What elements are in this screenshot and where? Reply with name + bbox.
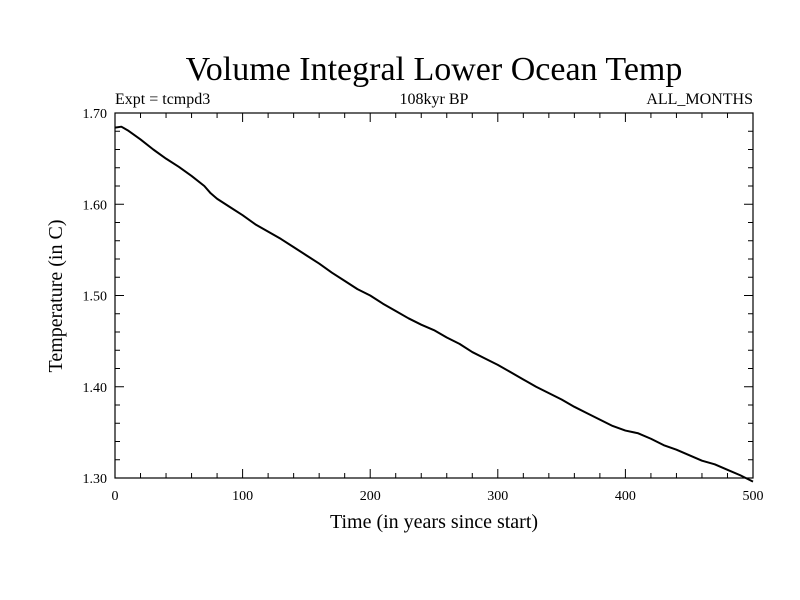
y-tick-label: 1.60	[83, 198, 108, 213]
y-tick-label: 1.40	[83, 381, 108, 396]
y-tick-labels: 1.30 1.40 1.50 1.60 1.70	[83, 107, 108, 487]
x-axis-title: Time (in years since start)	[330, 511, 538, 533]
subtitle-right: ALL_MONTHS	[646, 91, 753, 108]
x-tick-label: 100	[232, 489, 253, 504]
y-tick-label: 1.50	[83, 290, 108, 305]
x-tick-label: 200	[360, 489, 381, 504]
y-tick-label: 1.30	[83, 472, 108, 487]
subtitle-left: Expt = tcmpd3	[115, 91, 210, 108]
subtitle-center: 108kyr BP	[400, 91, 469, 108]
chart-title: Volume Integral Lower Ocean Temp	[186, 51, 683, 88]
x-tick-label: 500	[743, 489, 764, 504]
y-axis-title: Temperature (in C)	[45, 220, 67, 373]
series-line	[114, 125, 754, 483]
plot-frame	[114, 112, 754, 479]
x-tick-label: 0	[112, 489, 119, 504]
x-tick-label: 300	[487, 489, 508, 504]
axis-ticks	[114, 112, 754, 479]
x-tick-labels: 0 100 200 300 400 500	[112, 489, 764, 504]
y-tick-label: 1.70	[83, 107, 108, 122]
x-tick-label: 400	[615, 489, 636, 504]
